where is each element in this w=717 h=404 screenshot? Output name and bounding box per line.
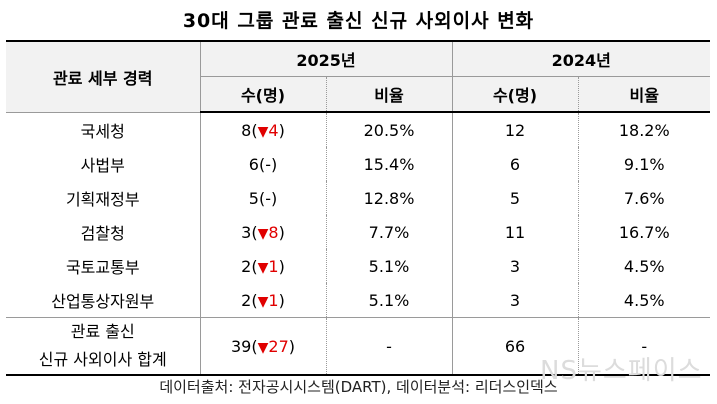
ratio-2024: 9.1% bbox=[577, 147, 710, 181]
ratio-2025: 12.8% bbox=[325, 181, 452, 215]
ratio-2024-header: 비율 bbox=[577, 76, 710, 113]
ratio-2025: 20.5% bbox=[325, 112, 452, 147]
comparison-table: 관료 세부 경력 2025년 2024년 수(명) 비율 수(명) 비율 국세청… bbox=[6, 40, 710, 376]
ratio-2024: 4.5% bbox=[577, 249, 710, 283]
ratio-2025: 5.1% bbox=[325, 283, 452, 318]
table-row: 국토교통부 2(▼1) 5.1% 3 4.5% bbox=[6, 249, 710, 283]
ratio-2025-header: 비율 bbox=[325, 76, 452, 113]
total-ratio-2024: - bbox=[577, 317, 710, 376]
count-2025-header: 수(명) bbox=[199, 76, 326, 113]
total-count-2025: 39(▼27) bbox=[199, 317, 326, 376]
ratio-2024: 4.5% bbox=[577, 283, 710, 318]
total-ratio-2025: - bbox=[325, 317, 452, 376]
ratio-2025: 15.4% bbox=[325, 147, 452, 181]
year-2025-header: 2025년 bbox=[199, 40, 452, 77]
table-row: 사법부 6(-) 15.4% 6 9.1% bbox=[6, 147, 710, 181]
count-2024-header: 수(명) bbox=[451, 76, 578, 113]
count-2024: 11 bbox=[451, 215, 578, 249]
count-2025: 3(▼8) bbox=[199, 215, 326, 249]
year-2024-header: 2024년 bbox=[451, 40, 710, 77]
agency-name: 국세청 bbox=[80, 121, 125, 141]
total-label: 관료 출신 신규 사외이사 합계 bbox=[6, 317, 200, 376]
count-2024: 6 bbox=[451, 147, 578, 181]
agency-name: 기획재정부 bbox=[65, 190, 140, 209]
table-row: 산업통상자원부 2(▼1) 5.1% 3 4.5% bbox=[6, 283, 710, 318]
agency-name: 국토교통부 bbox=[65, 258, 140, 277]
total-row: 관료 출신 신규 사외이사 합계 39(▼27) - 66 - bbox=[6, 317, 710, 376]
count-2025: 2(▼1) bbox=[199, 249, 326, 283]
ratio-2024: 18.2% bbox=[577, 112, 710, 147]
source-footer: 데이터출처: 전자공시시스템(DART), 데이터분석: 리더스인덱스 bbox=[159, 378, 558, 396]
decrease-icon: ▼ bbox=[257, 293, 269, 310]
decrease-icon: ▼ bbox=[257, 339, 269, 356]
decrease-icon: ▼ bbox=[257, 259, 269, 276]
count-2024: 12 bbox=[451, 112, 578, 147]
table-row: 국세청 8(▼4) 20.5% 12 18.2% bbox=[6, 112, 710, 147]
agency-name: 사법부 bbox=[80, 156, 125, 175]
agency-name: 검찰청 bbox=[80, 224, 125, 243]
agency-name: 산업통상자원부 bbox=[51, 292, 155, 311]
count-2025: 6(-) bbox=[199, 147, 326, 181]
decrease-icon: ▼ bbox=[257, 123, 269, 140]
watermark-logo: NS뉴스페이스 bbox=[540, 356, 703, 386]
ratio-2025: 7.7% bbox=[325, 215, 452, 249]
ratio-2024: 7.6% bbox=[577, 181, 710, 215]
count-2025: 2(▼1) bbox=[199, 283, 326, 318]
count-2025: 5(-) bbox=[199, 181, 326, 215]
ratio-2025: 5.1% bbox=[325, 249, 452, 283]
decrease-icon: ▼ bbox=[257, 225, 269, 242]
count-2025: 8(▼4) bbox=[199, 112, 326, 147]
table-row: 검찰청 3(▼8) 7.7% 11 16.7% bbox=[6, 215, 710, 249]
row-label-header: 관료 세부 경력 bbox=[6, 40, 200, 113]
count-2024: 3 bbox=[451, 249, 578, 283]
table-title: 30대 그룹 관료 출신 신규 사외이사 변화 bbox=[182, 10, 535, 32]
total-count-2024: 66 bbox=[451, 317, 578, 376]
table-row: 기획재정부 5(-) 12.8% 5 7.6% bbox=[6, 181, 710, 215]
count-2024: 3 bbox=[451, 283, 578, 318]
count-2024: 5 bbox=[451, 181, 578, 215]
ratio-2024: 16.7% bbox=[577, 215, 710, 249]
